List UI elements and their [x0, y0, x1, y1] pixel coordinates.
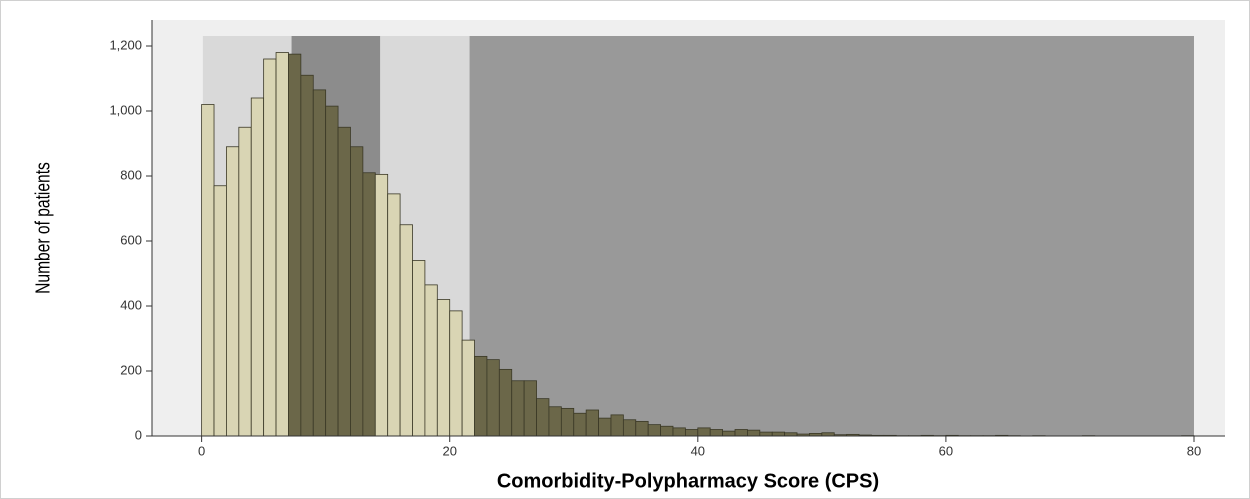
x-tick-label: 40: [691, 443, 705, 458]
bar: [238, 126, 252, 437]
x-tick-label: 0: [198, 443, 205, 458]
x-tick-label: 60: [939, 443, 953, 458]
bar: [288, 53, 302, 437]
bar: [660, 425, 674, 437]
y-tick-label: 600: [120, 232, 142, 247]
bar: [523, 380, 537, 437]
bar: [536, 398, 550, 437]
bar: [486, 359, 500, 437]
bar: [573, 412, 587, 437]
bar: [275, 52, 289, 437]
bar: [709, 429, 724, 437]
bar: [747, 429, 761, 437]
x-axis-title: Comorbidity-Polypharmacy Score (CPS): [497, 470, 879, 492]
bar: [362, 172, 376, 437]
bar: [672, 427, 686, 437]
bar: [771, 431, 786, 437]
y-tick-label: 0: [135, 427, 142, 442]
bar: [461, 339, 475, 437]
bar: [598, 417, 612, 437]
x-tick-label: 80: [1187, 443, 1201, 458]
bar: [474, 355, 488, 437]
bar: [498, 368, 513, 437]
bar: [387, 193, 401, 437]
y-tick-label: 400: [120, 297, 142, 312]
bar: [722, 430, 736, 437]
bar: [250, 97, 265, 437]
bar: [263, 58, 277, 437]
y-tick-label: 800: [120, 167, 142, 182]
bar: [337, 126, 351, 437]
bar: [697, 427, 711, 437]
y-tick-label: 200: [120, 362, 142, 377]
bar: [548, 406, 562, 437]
bar: [374, 173, 389, 437]
bar: [201, 104, 215, 437]
bar: [325, 105, 339, 437]
bar: [647, 424, 661, 437]
bar: [610, 414, 624, 437]
y-axis-title: Number of patients: [31, 162, 53, 294]
shaded-band: [469, 36, 1194, 436]
bar: [684, 429, 699, 437]
bar: [622, 419, 637, 437]
bar: [412, 260, 426, 437]
bar: [350, 146, 364, 437]
bar: [635, 420, 649, 437]
bar: [424, 284, 438, 437]
bar: [226, 146, 240, 437]
bar: [213, 185, 227, 437]
bar: [300, 74, 314, 437]
bar: [560, 407, 575, 437]
bar: [312, 89, 327, 437]
bar: [759, 431, 773, 437]
bar: [734, 429, 748, 437]
bar: [511, 380, 525, 437]
bar: [585, 409, 599, 437]
y-tick-label: 1,000: [109, 102, 142, 117]
bar: [449, 310, 463, 437]
x-tick-label: 20: [442, 443, 456, 458]
bar: [436, 299, 451, 437]
bar: [399, 224, 413, 437]
y-tick-label: 1,200: [109, 37, 142, 52]
